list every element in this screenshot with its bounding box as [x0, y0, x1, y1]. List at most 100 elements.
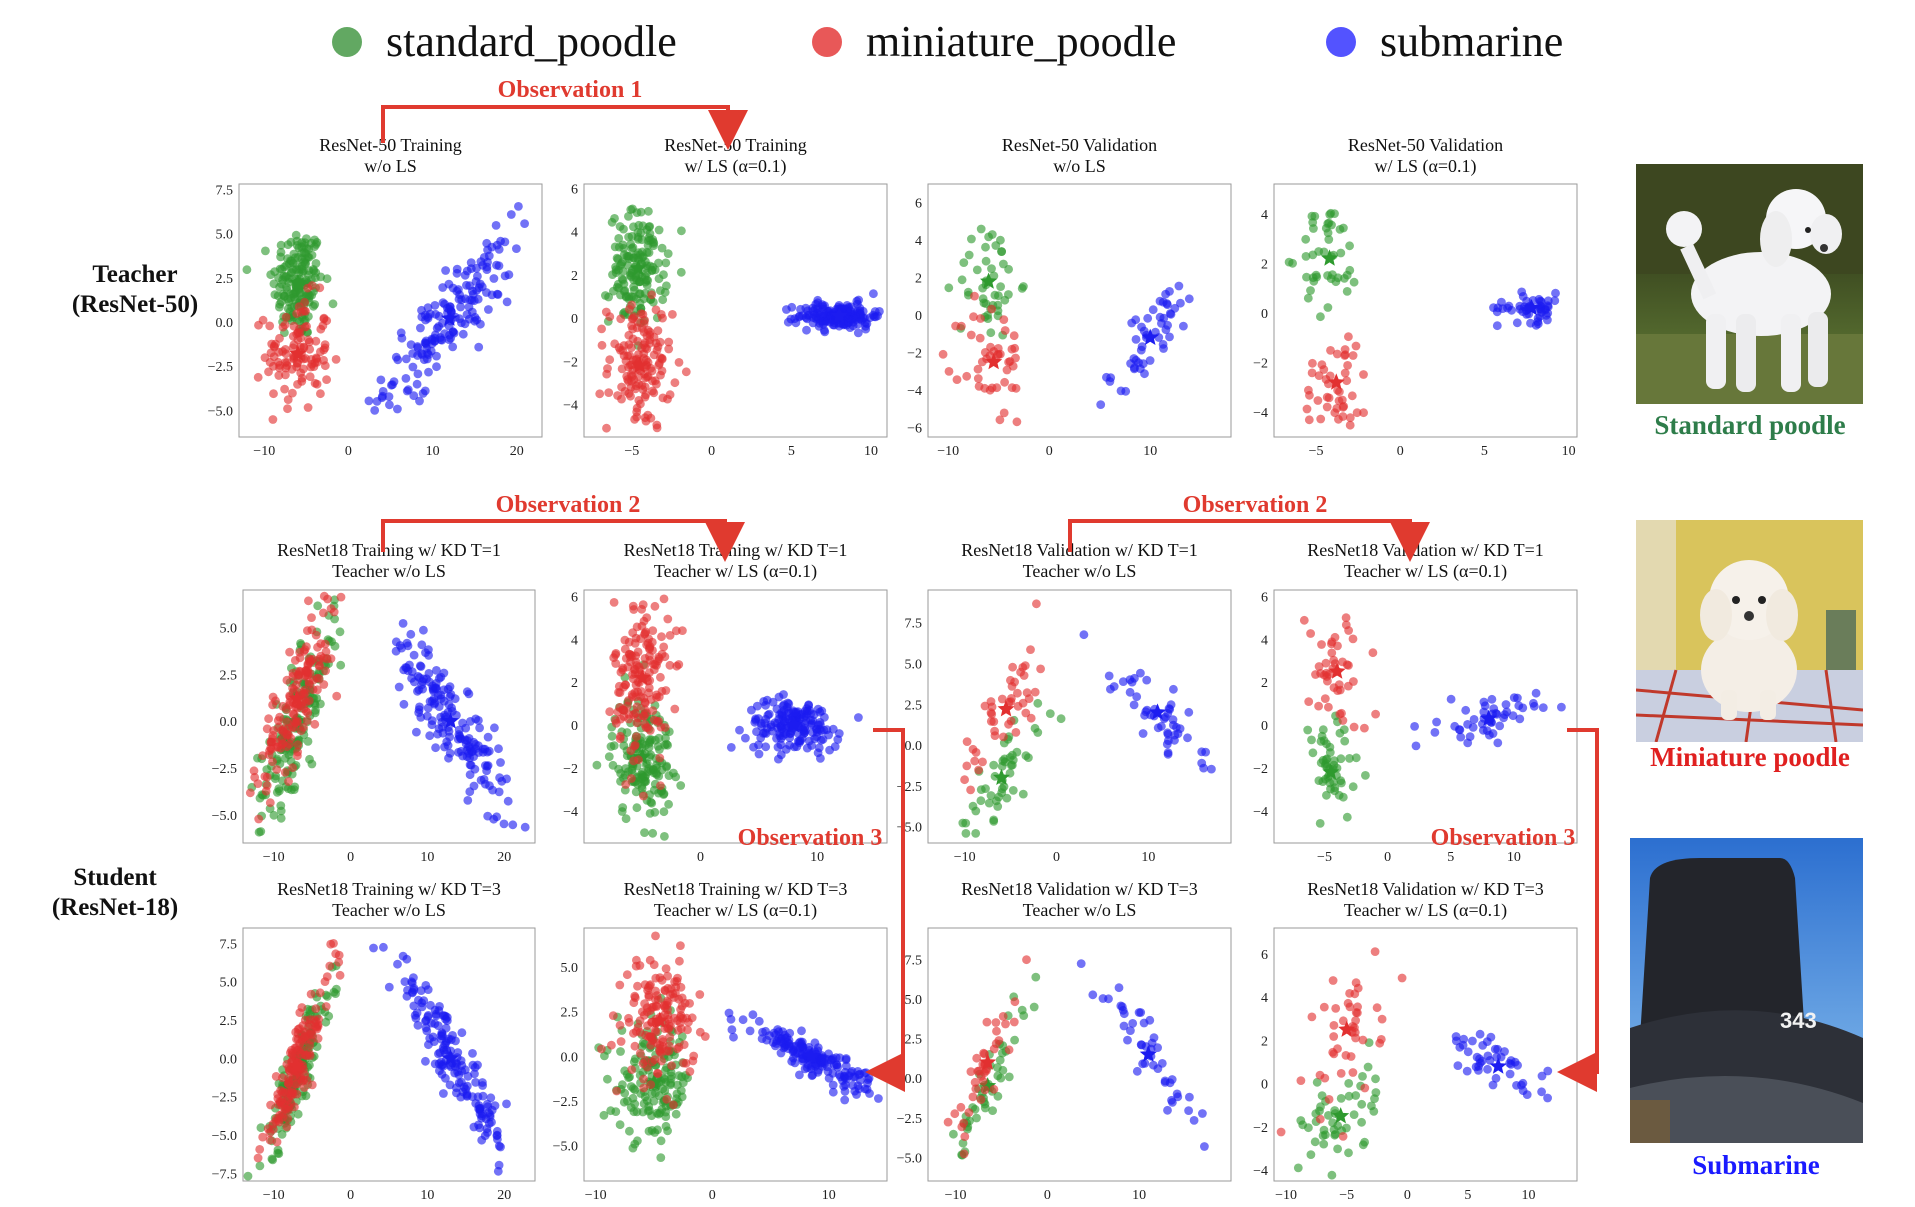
- data-point: [833, 1062, 842, 1072]
- y-tick-label: 0.0: [561, 1050, 579, 1065]
- data-point: [729, 1032, 738, 1042]
- data-point: [419, 674, 428, 684]
- data-point: [975, 333, 985, 343]
- data-point: [798, 311, 807, 320]
- data-point: [302, 667, 311, 676]
- data-point: [1372, 1003, 1382, 1013]
- data-point: [308, 685, 318, 694]
- data-point: [661, 964, 671, 973]
- data-point: [1314, 662, 1324, 671]
- data-point: [645, 222, 655, 231]
- data-point: [1011, 383, 1021, 393]
- data-point: [787, 302, 797, 312]
- data-point: [791, 1049, 800, 1059]
- data-point: [283, 240, 293, 250]
- data-point: [284, 750, 294, 760]
- data-point: [1001, 1019, 1010, 1029]
- data-point: [306, 238, 316, 248]
- data-point: [452, 286, 462, 296]
- data-point: [597, 1044, 606, 1054]
- data-point: [655, 753, 665, 763]
- data-point: [662, 281, 671, 291]
- data-point: [643, 1021, 652, 1030]
- data-point: [1299, 615, 1309, 625]
- data-point: [299, 1083, 309, 1092]
- data-point: [430, 1019, 440, 1029]
- standard-poodle-photo: [1636, 164, 1863, 404]
- data-point: [674, 660, 684, 669]
- y-tick-label: 5.0: [905, 993, 923, 1008]
- y-tick-label: 0: [1261, 1078, 1268, 1093]
- data-point: [478, 1078, 487, 1087]
- data-point: [665, 631, 675, 640]
- data-point: [962, 737, 972, 746]
- data-point: [620, 1066, 630, 1076]
- data-point: [1021, 708, 1031, 718]
- data-point: [300, 1032, 310, 1042]
- centroid-star-icon: [441, 712, 459, 729]
- data-point: [970, 756, 980, 766]
- observation-2-label-left: Observation 2: [496, 492, 641, 518]
- data-point: [853, 328, 863, 338]
- data-point: [626, 205, 636, 215]
- data-point: [1336, 1094, 1346, 1103]
- data-point: [1371, 1074, 1380, 1084]
- data-point: [1088, 990, 1098, 1000]
- data-point: [677, 226, 686, 236]
- data-point: [1348, 782, 1358, 792]
- data-point: [408, 362, 418, 372]
- y-tick-label: −2: [563, 355, 578, 370]
- data-point: [1123, 1035, 1132, 1045]
- data-point: [592, 760, 602, 770]
- y-tick-label: 7.5: [905, 954, 923, 969]
- data-point: [776, 1036, 785, 1046]
- data-point: [1000, 295, 1010, 305]
- data-point: [282, 271, 291, 281]
- data-point: [1022, 688, 1032, 698]
- data-point: [399, 665, 409, 675]
- data-point: [1137, 1040, 1146, 1050]
- y-tick-label: 0: [1261, 719, 1268, 734]
- data-point: [980, 701, 990, 711]
- data-point: [838, 1076, 847, 1085]
- data-point: [615, 1120, 625, 1130]
- submarine-photo: 343: [1630, 838, 1863, 1143]
- data-point: [608, 1011, 618, 1020]
- data-point: [627, 314, 637, 324]
- y-tick-label: −2.5: [897, 1112, 922, 1127]
- data-point: [265, 798, 275, 808]
- data-point: [465, 787, 475, 797]
- data-point: [667, 1061, 677, 1071]
- data-point: [621, 780, 631, 789]
- series-submarine: [364, 202, 529, 415]
- data-point: [627, 371, 637, 381]
- data-point: [1153, 1043, 1162, 1052]
- data-point: [735, 725, 744, 735]
- data-point: [1543, 1093, 1552, 1103]
- data-point: [1363, 1062, 1373, 1072]
- data-point: [1518, 307, 1528, 316]
- data-point: [1344, 1091, 1354, 1101]
- data-point: [311, 1022, 320, 1032]
- data-point: [652, 420, 662, 430]
- data-point: [640, 999, 649, 1008]
- data-point: [1351, 753, 1361, 763]
- data-point: [804, 736, 814, 746]
- data-point: [1173, 729, 1183, 738]
- y-tick-label: 2.5: [905, 698, 923, 713]
- data-point: [944, 367, 954, 376]
- data-point: [863, 1075, 873, 1084]
- data-point: [656, 672, 665, 682]
- data-point: [303, 403, 313, 412]
- data-point: [431, 743, 440, 753]
- data-point: [418, 389, 428, 398]
- data-point: [1000, 326, 1010, 335]
- x-tick-label: −10: [945, 1188, 967, 1203]
- data-point: [974, 1066, 984, 1076]
- y-tick-label: 0: [915, 309, 922, 324]
- data-point: [520, 822, 530, 832]
- y-tick-label: −2.5: [212, 762, 237, 777]
- data-point: [848, 321, 858, 331]
- data-point: [633, 1136, 642, 1146]
- data-point: [1324, 1095, 1334, 1104]
